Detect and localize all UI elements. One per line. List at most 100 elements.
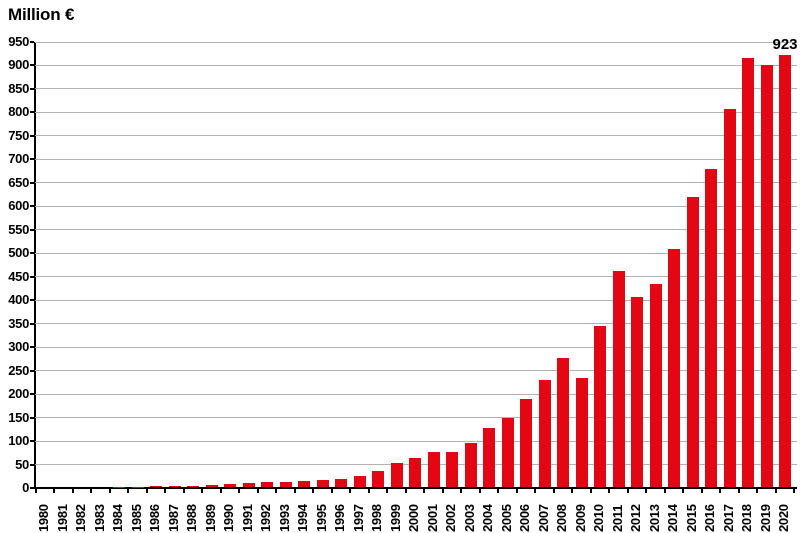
y-axis-tick xyxy=(30,440,34,443)
bar xyxy=(538,379,551,487)
value-annotation: 923 xyxy=(772,35,798,53)
y-axis-tick xyxy=(30,64,34,67)
bar xyxy=(686,196,699,487)
x-axis-label: 2016 xyxy=(702,504,717,532)
y-axis-label: 850 xyxy=(8,80,29,96)
x-axis-label: 2018 xyxy=(739,504,754,532)
x-axis-tick xyxy=(53,489,56,493)
bar xyxy=(242,483,255,487)
x-axis-label: 1999 xyxy=(387,504,403,532)
x-axis-tick xyxy=(145,489,148,493)
y-axis-tick xyxy=(30,87,34,90)
x-axis-label: 2003 xyxy=(461,504,477,532)
x-axis-tick xyxy=(793,489,796,493)
x-axis-label: 1996 xyxy=(332,504,347,532)
x-axis-line xyxy=(34,487,797,489)
bar xyxy=(390,463,403,487)
x-axis-label: 1982 xyxy=(73,504,88,532)
x-axis-label: 2000 xyxy=(406,504,421,532)
y-axis-tick xyxy=(30,322,34,325)
gridline xyxy=(35,252,797,254)
x-axis-tick xyxy=(515,489,518,493)
gridline xyxy=(35,158,797,160)
x-axis-tick xyxy=(534,489,537,493)
bar xyxy=(742,58,754,487)
x-axis-tick xyxy=(349,489,352,493)
x-axis-tick xyxy=(386,489,389,493)
y-axis-label: 650 xyxy=(8,174,29,190)
x-axis-label: 1980 xyxy=(36,504,51,532)
x-axis-tick xyxy=(182,489,185,493)
gridline xyxy=(35,393,797,395)
y-axis-tick xyxy=(30,346,34,349)
y-axis-tick xyxy=(30,41,34,43)
bar xyxy=(427,452,440,487)
x-axis-tick xyxy=(404,489,407,493)
x-axis-tick xyxy=(460,489,463,493)
y-axis-tick xyxy=(30,111,34,114)
x-axis-label: 1987 xyxy=(165,504,181,532)
x-axis-tick xyxy=(201,489,204,493)
gridline xyxy=(35,205,797,207)
x-axis-label: 2001 xyxy=(424,504,440,532)
x-axis-label: 2005 xyxy=(498,504,514,532)
y-axis-tick xyxy=(30,393,34,396)
x-axis-label: 2009 xyxy=(572,504,588,532)
y-axis-label: 450 xyxy=(8,268,29,284)
y-axis-label: 100 xyxy=(8,433,29,449)
y-axis-tick xyxy=(30,275,34,278)
gridline xyxy=(35,370,797,372)
bar xyxy=(279,481,292,487)
x-axis-tick xyxy=(441,489,444,493)
gridline xyxy=(35,41,797,43)
x-axis-label: 1983 xyxy=(91,504,107,532)
y-axis-label: 250 xyxy=(8,362,29,378)
bar xyxy=(409,458,421,487)
y-axis-label: 550 xyxy=(8,221,29,237)
y-axis-label: 500 xyxy=(8,245,29,261)
x-axis-tick xyxy=(682,489,685,493)
x-axis-label: 1986 xyxy=(147,504,162,532)
x-axis-label: 1984 xyxy=(110,504,125,532)
y-axis-tick xyxy=(30,369,34,372)
chart-title: Million € xyxy=(8,5,75,24)
x-axis-label: 2010 xyxy=(591,504,606,532)
x-axis-label: 2002 xyxy=(443,504,458,532)
bar xyxy=(705,169,717,487)
y-axis-tick xyxy=(30,205,34,208)
x-axis-tick xyxy=(367,489,370,493)
x-axis-label: 1998 xyxy=(369,504,384,532)
y-axis-tick xyxy=(30,463,34,466)
x-axis-tick xyxy=(756,489,759,493)
x-axis-tick xyxy=(312,489,315,493)
bar xyxy=(446,452,458,487)
gridline xyxy=(35,440,797,442)
x-axis-label: 2004 xyxy=(480,504,495,532)
bar xyxy=(316,480,329,487)
x-axis-tick xyxy=(645,489,648,493)
bar xyxy=(594,326,606,487)
x-axis-label: 2012 xyxy=(628,504,643,532)
y-axis-tick xyxy=(30,228,34,231)
gridline xyxy=(35,323,797,325)
x-axis-label: 1989 xyxy=(202,504,218,532)
x-axis-label: 2019 xyxy=(757,504,773,532)
y-axis-label: 800 xyxy=(8,104,29,120)
bar xyxy=(150,486,162,487)
bar xyxy=(779,54,791,487)
bar xyxy=(612,270,625,487)
y-axis-label: 0 xyxy=(22,480,29,495)
bar xyxy=(760,65,773,487)
x-axis-tick xyxy=(552,489,555,493)
x-axis-label: 1990 xyxy=(221,504,236,532)
x-axis-tick xyxy=(164,489,167,493)
bar xyxy=(464,442,477,487)
x-axis-label: 1985 xyxy=(128,504,144,532)
y-axis-tick xyxy=(30,487,34,489)
x-axis-label: 1981 xyxy=(54,504,70,532)
bar xyxy=(575,377,588,487)
gridline xyxy=(35,299,797,301)
bar xyxy=(224,484,236,487)
x-axis-tick xyxy=(90,489,93,493)
x-axis-tick xyxy=(256,489,259,493)
